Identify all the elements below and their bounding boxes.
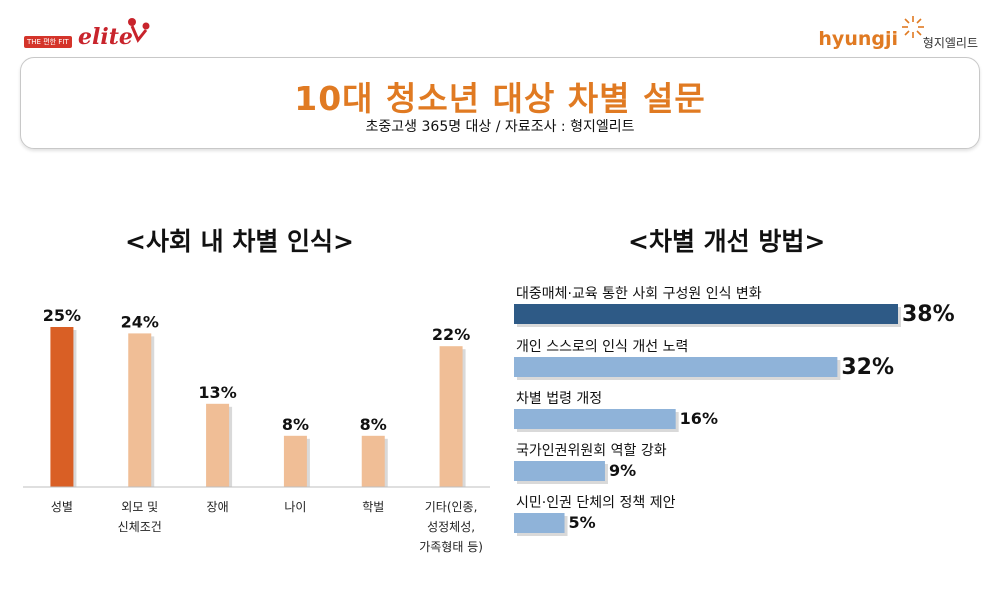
bar-value-label-0: 25% [43, 306, 81, 325]
elite-logo-word: elite [78, 24, 133, 50]
bar-value-label-1: 24% [121, 312, 159, 331]
hyungji-logo-word: hyungji [818, 28, 898, 50]
method-label-3: 국가인권위원회 역할 강화 [516, 443, 667, 459]
discrimination-perception-chart: 25% 성별 24% 외모 및 신체조건 13% 장애 8% 나이 8% 학벌 22% 기타(인종, 성정… [23, 306, 490, 554]
method-label-0: 대중매체·교육 통한 사회 구성원 인식 변화 [516, 286, 762, 302]
hbar-shadow [517, 360, 841, 380]
bar-value-label-5: 22% [432, 325, 470, 344]
category-label-1: 외모 및 신체조건 [118, 500, 162, 534]
bar-value-label-2: 13% [198, 383, 236, 402]
bar-value-label-4: 8% [360, 415, 387, 434]
hbar-3 [514, 461, 605, 481]
bar-value-label-3: 8% [282, 415, 309, 434]
hbar-2 [514, 409, 676, 429]
hbar-1 [514, 357, 838, 377]
hbar-shadow [517, 412, 679, 432]
category-label-5: 기타(인종, 성정체성, 가족형태 등) [419, 500, 483, 554]
hbar-shadow [517, 307, 901, 327]
method-label-1: 개인 스스로의 인식 개선 노력 [516, 339, 688, 355]
method-label-2: 차별 법령 개정 [516, 391, 602, 407]
hbar-shadow [517, 464, 608, 484]
hbar-value-label-4: 5% [569, 513, 596, 532]
sun-burst-icon [902, 16, 924, 38]
hbar-value-label-3: 9% [609, 461, 636, 480]
elite-logo-mark-icon [128, 18, 150, 43]
category-label-0: 성별 [51, 500, 73, 514]
hbar-shadow [517, 516, 568, 536]
bar-1 [128, 333, 152, 487]
hbar-4 [514, 513, 565, 533]
category-label-2: 장애 [207, 500, 229, 514]
hbar-value-label-1: 32% [841, 355, 894, 380]
bar-5 [439, 346, 463, 487]
page-subtitle: 초중고생 365명 대상 / 자료조사 : 형지엘리트 [365, 119, 635, 135]
title-box: 10대 청소년 대상 차별 설문 초중고생 365명 대상 / 자료조사 : 형… [20, 57, 980, 149]
bar-2 [206, 403, 230, 487]
hbar-value-label-0: 38% [902, 302, 955, 327]
hyungji-logo-korean: 형지엘리트 [922, 36, 978, 50]
elite-logo-tag: THE 편한 FIT [24, 36, 72, 48]
category-label-3: 나이 [284, 500, 306, 514]
bar-0 [50, 327, 74, 487]
category-label-4: 학벌 [362, 500, 384, 514]
bar-3 [283, 435, 307, 487]
method-label-4: 시민·인권 단체의 정책 제안 [516, 495, 676, 511]
left-chart-title: <사회 내 차별 인식> [125, 227, 355, 256]
page-title: 10대 청소년 대상 차별 설문 [294, 79, 706, 118]
hbar-0 [514, 304, 898, 324]
right-chart-title: <차별 개선 방법> [628, 227, 826, 256]
hbar-value-label-2: 16% [680, 409, 718, 428]
bar-4 [361, 435, 385, 487]
